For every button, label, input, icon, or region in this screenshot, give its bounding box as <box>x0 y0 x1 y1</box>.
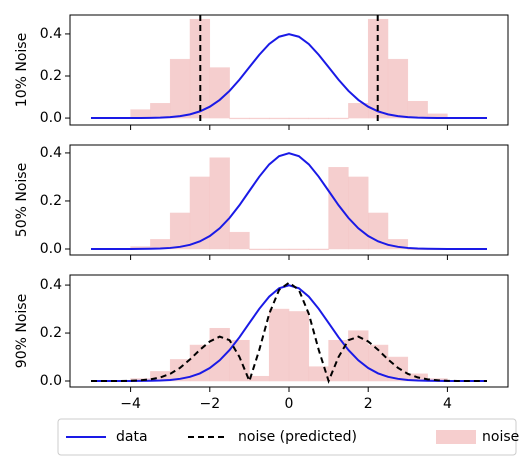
histogram-bar <box>328 167 349 250</box>
legend-label: data <box>116 429 148 445</box>
axes-frame <box>69 144 509 256</box>
histogram-bar <box>229 231 250 250</box>
histogram-bar <box>229 117 250 120</box>
histogram-bar <box>288 248 310 251</box>
histogram-bar <box>288 117 310 120</box>
histogram-bar <box>130 109 151 119</box>
line <box>90 33 488 120</box>
y-tick-label: 0.2 <box>40 68 62 84</box>
axes-frame <box>69 14 509 126</box>
y-axis-label: 90% Noise <box>14 294 30 368</box>
histogram-bar <box>268 117 290 120</box>
histogram-bar <box>249 117 270 120</box>
x-tick-label: 2 <box>364 396 373 412</box>
histogram-bar <box>249 248 270 251</box>
legend-label: noise <box>482 429 519 445</box>
histogram-bar <box>308 117 329 120</box>
histogram-bar <box>209 157 230 250</box>
legend-label: noise (predicted) <box>238 429 357 445</box>
line <box>90 284 488 383</box>
histogram-bar <box>169 58 191 119</box>
histogram-bar <box>209 67 230 119</box>
x-tick-label: −4 <box>120 396 141 412</box>
histogram-bar <box>268 248 290 251</box>
legend-box <box>57 418 517 456</box>
histogram-bar <box>367 212 389 250</box>
y-tick-label: 0.4 <box>40 277 62 293</box>
y-axis-label: 50% Noise <box>14 163 30 237</box>
y-tick-label: 0.2 <box>40 193 62 209</box>
y-tick-label: 0.4 <box>40 145 62 161</box>
y-tick-label: 0.0 <box>40 110 62 126</box>
x-tick-label: 0 <box>285 396 294 412</box>
histogram-bar <box>249 375 270 382</box>
histogram-bar <box>150 103 171 119</box>
histogram-bar <box>387 58 409 119</box>
line <box>90 152 488 250</box>
x-tick-label: 4 <box>443 396 452 412</box>
histogram-bar <box>268 308 290 382</box>
histogram-bar <box>328 117 349 120</box>
histogram-bar <box>169 212 191 250</box>
histogram-bar <box>407 100 428 119</box>
x-tick-label: −2 <box>199 396 220 412</box>
y-tick-label: 0.4 <box>40 26 62 42</box>
y-tick-label: 0.2 <box>40 325 62 341</box>
histogram-bar <box>348 176 369 250</box>
histogram-bar <box>308 248 329 251</box>
y-tick-label: 0.0 <box>40 373 62 389</box>
y-tick-label: 0.0 <box>40 241 62 257</box>
y-axis-label: 10% Noise <box>14 33 30 107</box>
histogram-bar <box>288 311 310 382</box>
legend-patch <box>436 430 476 444</box>
